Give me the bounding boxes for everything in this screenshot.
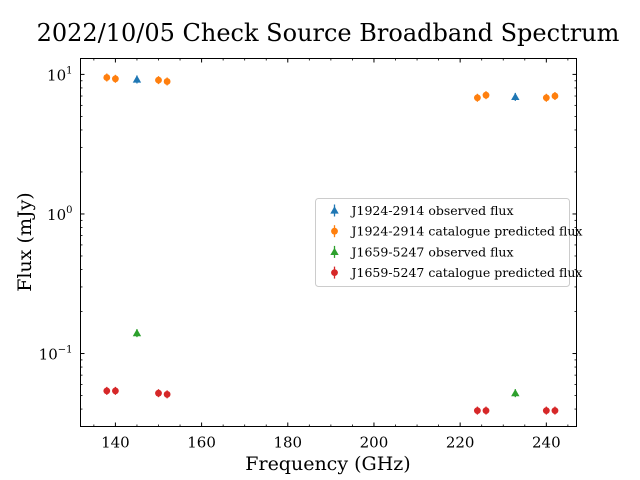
data-point-s1-p7 — [551, 92, 559, 100]
data-point-s3-p0 — [103, 387, 111, 395]
data-point-s1-p4 — [473, 94, 481, 102]
data-point-s1-p5 — [482, 91, 490, 99]
data-point-s3-p7 — [551, 407, 559, 414]
data-point-s1-p0 — [103, 74, 111, 81]
data-point-s0-p0 — [132, 75, 142, 83]
data-point-s2-p1 — [511, 388, 520, 397]
legend-label-1: J1924-2914 catalogue predicted flux — [350, 224, 583, 239]
data-point-s1-p6 — [542, 94, 550, 102]
x-tick-label-5: 240 — [532, 434, 561, 452]
y-tick-label-0: 10−1 — [39, 345, 73, 364]
x-tick-label-4: 220 — [446, 434, 475, 452]
data-point-s1-p1 — [112, 75, 119, 83]
data-point-s1-p2 — [155, 76, 162, 84]
data-point-s3-p5 — [482, 407, 490, 414]
data-point-s3-p3 — [163, 390, 171, 398]
legend-marker-1 — [331, 227, 338, 235]
x-tick-label-3: 200 — [360, 434, 389, 452]
legend-label-3: J1659-5247 catalogue predicted flux — [350, 265, 583, 280]
plot-area: 140 160 180 200 220 240 10−1 100 101 — [39, 58, 577, 452]
x-tick-label-0: 140 — [101, 434, 130, 452]
y-axis-label: Flux (mJy) — [14, 192, 36, 291]
plot-frame — [80, 58, 577, 427]
legend-marker-3 — [331, 269, 338, 276]
data-point-s3-p1 — [112, 387, 119, 395]
legend-label-0: J1924-2914 observed flux — [350, 203, 514, 218]
data-point-s1-p3 — [163, 78, 171, 85]
x-tick-label-1: 160 — [187, 434, 216, 452]
x-axis-label: Frequency (GHz) — [245, 453, 410, 475]
data-point-s2-p0 — [132, 328, 142, 337]
data-point-s3-p2 — [155, 389, 162, 397]
chart-title: 2022/10/05 Check Source Broadband Spectr… — [37, 19, 620, 47]
legend-box — [315, 198, 570, 287]
data-point-s3-p4 — [473, 407, 481, 414]
data-point-s0-p1 — [511, 92, 520, 101]
legend-label-2: J1659-5247 observed flux — [350, 244, 514, 259]
y-tick-label-2: 101 — [47, 65, 72, 84]
legend-marker-2 — [330, 247, 339, 256]
legend: J1924-2914 observed flux J1924-2914 catal… — [315, 198, 583, 287]
legend-marker-0 — [330, 206, 339, 214]
x-tick-label-2: 180 — [273, 434, 302, 452]
data-point-s3-p6 — [542, 407, 550, 414]
y-tick-label-1: 100 — [47, 205, 72, 224]
